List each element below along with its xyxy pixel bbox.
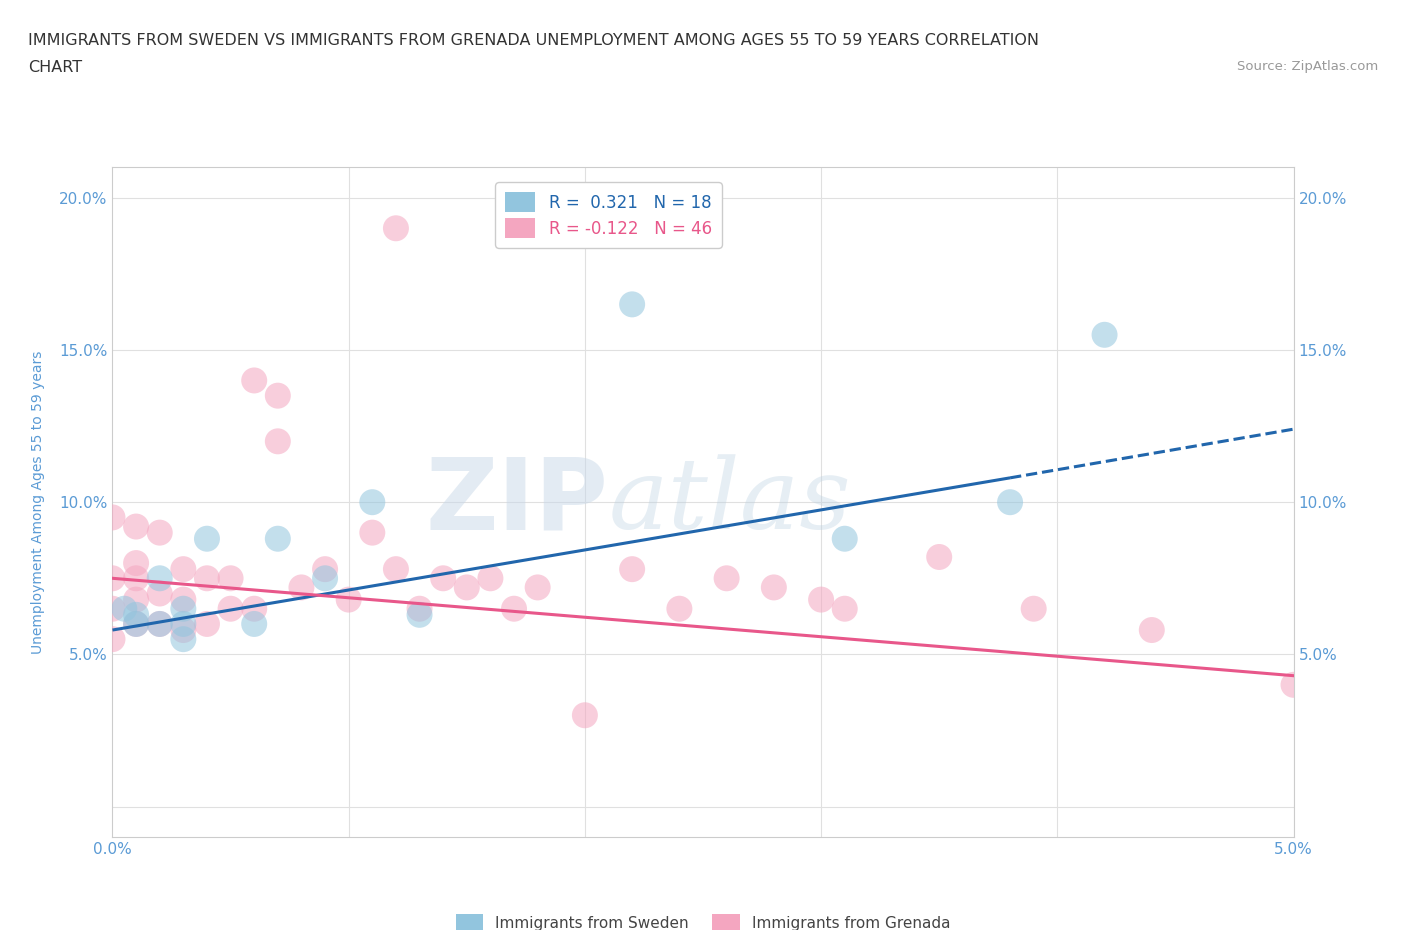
Point — [195, 531, 218, 546]
Point — [1140, 622, 1163, 637]
Text: ZIP: ZIP — [426, 454, 609, 551]
Point — [1282, 677, 1305, 692]
Point — [112, 602, 135, 617]
Text: atlas: atlas — [609, 455, 851, 550]
Point — [385, 562, 408, 577]
Point — [290, 580, 312, 595]
Point — [125, 617, 148, 631]
Point — [267, 388, 290, 403]
Y-axis label: Unemployment Among Ages 55 to 59 years: Unemployment Among Ages 55 to 59 years — [31, 351, 45, 654]
Point — [149, 617, 172, 631]
Point — [101, 631, 124, 646]
Point — [125, 607, 148, 622]
Point — [172, 631, 194, 646]
Point — [125, 519, 148, 534]
Text: IMMIGRANTS FROM SWEDEN VS IMMIGRANTS FROM GRENADA UNEMPLOYMENT AMONG AGES 55 TO : IMMIGRANTS FROM SWEDEN VS IMMIGRANTS FRO… — [28, 33, 1039, 47]
Point — [716, 571, 738, 586]
Point — [314, 562, 336, 577]
Point — [621, 562, 644, 577]
Point — [361, 495, 384, 510]
Point — [456, 580, 478, 595]
Point — [149, 571, 172, 586]
Point — [762, 580, 785, 595]
Point — [195, 571, 218, 586]
Point — [408, 607, 430, 622]
Point — [149, 525, 172, 540]
Text: Source: ZipAtlas.com: Source: ZipAtlas.com — [1237, 60, 1378, 73]
Point — [834, 602, 856, 617]
Point — [998, 495, 1021, 510]
Point — [101, 571, 124, 586]
Point — [928, 550, 950, 565]
Point — [243, 617, 266, 631]
Point — [219, 602, 242, 617]
Point — [125, 617, 148, 631]
Point — [172, 562, 194, 577]
Point — [668, 602, 690, 617]
Point — [172, 602, 194, 617]
Point — [1094, 327, 1116, 342]
Point — [243, 602, 266, 617]
Point — [432, 571, 454, 586]
Point — [408, 602, 430, 617]
Point — [479, 571, 502, 586]
Point — [337, 592, 360, 607]
Point — [172, 617, 194, 631]
Point — [267, 531, 290, 546]
Legend: Immigrants from Sweden, Immigrants from Grenada: Immigrants from Sweden, Immigrants from … — [450, 909, 956, 930]
Point — [101, 510, 124, 525]
Point — [503, 602, 526, 617]
Point — [526, 580, 548, 595]
Point — [361, 525, 384, 540]
Point — [267, 434, 290, 449]
Point — [125, 571, 148, 586]
Point — [149, 586, 172, 601]
Point — [125, 555, 148, 570]
Point — [574, 708, 596, 723]
Point — [219, 571, 242, 586]
Point — [385, 220, 408, 235]
Point — [149, 617, 172, 631]
Point — [243, 373, 266, 388]
Point — [314, 571, 336, 586]
Point — [101, 602, 124, 617]
Point — [125, 592, 148, 607]
Point — [621, 297, 644, 312]
Point — [195, 617, 218, 631]
Point — [810, 592, 832, 607]
Point — [834, 531, 856, 546]
Point — [172, 592, 194, 607]
Point — [1022, 602, 1045, 617]
Point — [172, 622, 194, 637]
Text: CHART: CHART — [28, 60, 82, 75]
